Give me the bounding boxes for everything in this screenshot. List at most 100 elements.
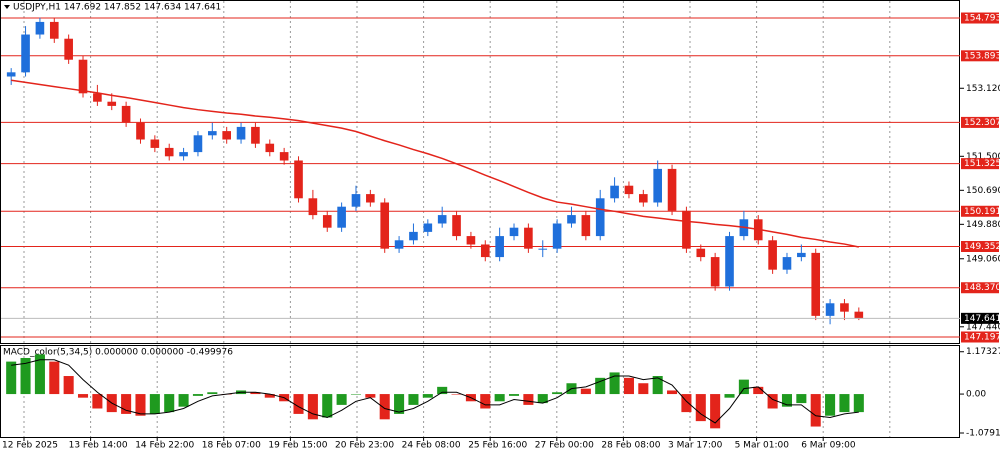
macd-bar [164,394,175,413]
level-box [961,282,999,294]
candle-body [236,126,246,140]
candle-body [107,101,117,106]
y-tick-label: 1.173271 [966,347,1000,357]
candle-body [725,236,734,287]
macd-bar [6,361,17,395]
macd-bar [451,394,462,395]
macd-bar [667,390,678,395]
candle-body [322,215,332,228]
level-box [961,331,999,343]
y-tick-label: 153.120 [966,84,1000,94]
candle-body [222,131,231,140]
level-box [961,240,999,252]
level-box [961,158,999,170]
y-tick-label: 151.500 [966,152,1000,162]
candle-body [552,223,562,249]
macd-panel [0,345,960,438]
macd-bar [437,386,448,395]
macd-bar [336,394,347,405]
candle-body [610,185,619,199]
x-tick-label: 5 Mar 01:00 [735,441,790,451]
y-tick-label: -1.079126 [966,428,1000,438]
macd-bar [738,379,749,395]
candle-body [423,223,433,232]
level-box [961,50,999,62]
candle-body [121,105,131,123]
x-tick-label: 12 Feb 2025 [2,441,58,451]
macd-bar [34,354,45,395]
macd-bar [494,394,505,402]
macd-bar [781,394,793,407]
level-box [961,205,999,217]
candle-body [351,194,361,207]
candle-body [782,257,792,270]
macd-bar [149,394,160,414]
macd-bar [408,394,419,405]
level-label: 153.893 [964,51,1000,61]
y-tick-label: 149.880 [966,220,1000,230]
level-label: 150.191 [964,207,1000,217]
macd-bar [192,394,203,396]
x-tick-label: 25 Feb 16:00 [468,441,527,451]
candle-body [538,248,548,250]
level-box [961,12,999,24]
macd-bar [724,394,735,398]
macd-bar [681,394,692,413]
macd-bar [307,394,318,420]
level-label: 152.307 [964,118,1000,128]
macd-bar [796,394,807,404]
x-tick-label: 27 Feb 00:00 [535,441,594,451]
macd-bar [552,392,563,395]
candle-body [380,202,390,249]
candle-body [251,126,260,144]
menu-arrow[interactable] [4,5,10,9]
x-tick-label: 3 Mar 17:00 [668,441,723,451]
x-tick-label: 6 Mar 09:00 [801,441,856,451]
y-tick-label: 150.690 [966,186,1000,196]
x-tick-label: 20 Feb 23:00 [335,441,394,451]
y-tick-label: 149.060 [966,254,1000,264]
level-box [961,116,999,128]
x-tick-label: 19 Feb 15:00 [268,441,327,451]
candle-body [78,59,88,94]
x-tick-label: 24 Feb 08:00 [402,441,461,451]
candle-body [337,206,346,228]
candle-body [466,236,476,245]
macd-bar [264,394,275,398]
macd-bar [623,377,634,395]
macd-bar [810,394,821,427]
x-tick-label: 18 Feb 07:00 [202,441,261,451]
macd-bar [178,394,189,407]
candle-body [6,72,16,77]
level-label: 149.352 [964,242,1000,252]
macd-bar [322,394,333,418]
macd-bar [767,394,778,409]
candle-body [682,210,691,249]
candle-body [696,248,706,258]
candle-body [840,303,849,312]
macd-bar [63,376,74,395]
level-label: 151.325 [964,159,1000,169]
candle-body [164,147,174,157]
candle-body [49,21,59,39]
moving-average [11,79,859,248]
candle-body [595,198,605,237]
candle-body [366,194,375,203]
macd-bar [638,383,649,395]
candle-body [35,21,45,35]
signal-line [11,359,859,424]
candle-body [667,168,677,211]
candle-body [136,122,145,140]
macd-bar [609,372,620,395]
candle-body [394,240,404,249]
candle-body [279,152,289,161]
candle-body [653,168,662,203]
macd-bar [480,394,491,409]
candle-body [624,185,634,195]
x-tick-label: 14 Feb 22:00 [135,441,194,451]
y-tick-label: 0.00 [966,390,986,400]
candle-body [179,152,188,157]
macd-bar [753,386,764,395]
